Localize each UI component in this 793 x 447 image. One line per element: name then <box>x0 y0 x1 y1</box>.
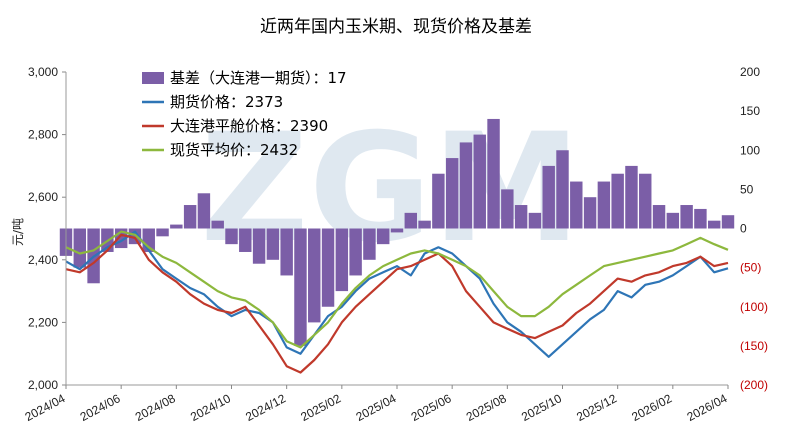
legend-label: 大连港平舱价格：2390 <box>170 117 328 135</box>
left-axis-tick-label: 2,800 <box>28 128 58 142</box>
right-axis-tick-label: 0 <box>740 222 747 236</box>
left-axis-tick-label: 2,200 <box>28 315 58 329</box>
legend-swatch-bar <box>142 72 164 84</box>
basis-bar <box>225 228 238 245</box>
right-axis-tick-label: (200) <box>740 378 768 392</box>
basis-bar <box>680 205 693 229</box>
basis-bar <box>611 173 624 229</box>
left-axis-tick-label: 3,000 <box>28 65 58 79</box>
series-line-现货平均价 <box>65 230 729 349</box>
legend: 基差（大连港一期货）：17 期货价格：2373 大连港平舱价格：2390 现货平均价：… <box>142 69 347 159</box>
basis-bar <box>128 228 142 245</box>
basis-bar <box>321 228 335 307</box>
right-axis-tick-label: 200 <box>740 65 760 79</box>
basis-bar <box>625 165 638 229</box>
basis-bar <box>211 220 224 229</box>
right-axis-tick-label: (100) <box>740 300 768 314</box>
right-axis-tick-label: (50) <box>740 261 761 275</box>
basis-bar <box>280 228 293 276</box>
legend-label: 现货平均价：2432 <box>170 141 298 159</box>
right-axis-tick-label: 50 <box>740 182 754 196</box>
basis-bar <box>473 134 486 229</box>
basis-bar <box>501 189 514 229</box>
basis-bar <box>170 224 183 229</box>
series-line-大连港平舱价格 <box>65 233 729 374</box>
basis-bar <box>239 228 252 252</box>
basis-bar <box>707 220 721 229</box>
basis-bar <box>556 150 569 229</box>
basis-bar <box>639 173 652 229</box>
basis-bar <box>666 212 680 229</box>
basis-bar <box>652 205 666 229</box>
basis-bar <box>418 220 431 229</box>
basis-bar <box>376 228 390 245</box>
basis-bar <box>694 208 707 229</box>
basis-bar <box>197 193 211 229</box>
basis-bar <box>570 181 583 229</box>
basis-bar <box>487 118 500 229</box>
left-axis-tick-label: 2,600 <box>28 190 58 204</box>
basis-bar <box>583 197 597 229</box>
left-axis-tick-label: 2,400 <box>28 253 58 267</box>
legend-label: 期货价格：2373 <box>170 93 283 111</box>
basis-bar <box>308 228 321 323</box>
basis-bar <box>514 205 528 229</box>
basis-bar <box>183 205 197 229</box>
basis-bar <box>73 228 87 268</box>
basis-bar <box>542 165 555 229</box>
right-axis-tick-label: (150) <box>740 339 768 353</box>
basis-bar <box>445 158 459 229</box>
basis-bar <box>252 228 266 264</box>
basis-bar <box>597 181 611 229</box>
basis-bar <box>404 212 418 229</box>
basis-bar <box>266 228 280 260</box>
basis-bar <box>156 228 169 237</box>
basis-bar <box>363 228 376 260</box>
basis-bar <box>721 215 735 229</box>
right-axis-tick-label: 100 <box>740 143 760 157</box>
basis-bar <box>432 173 445 229</box>
legend-label: 基差（大连港一期货）：17 <box>170 69 347 87</box>
basis-bar <box>390 228 404 233</box>
basis-bar <box>349 228 362 276</box>
price-lines <box>65 230 729 374</box>
basis-bar <box>528 212 542 229</box>
chart-title: 近两年国内玉米期、现货价格及基差 <box>260 17 532 37</box>
basis-bar <box>335 228 349 292</box>
basis-bar <box>459 142 473 229</box>
y-axis-label: 元/吨 <box>11 218 25 246</box>
right-axis-tick-label: 150 <box>740 104 760 118</box>
left-axis-tick-label: 2,000 <box>28 378 58 392</box>
series-line-期货价格 <box>65 230 729 358</box>
basis-bar <box>294 228 307 346</box>
